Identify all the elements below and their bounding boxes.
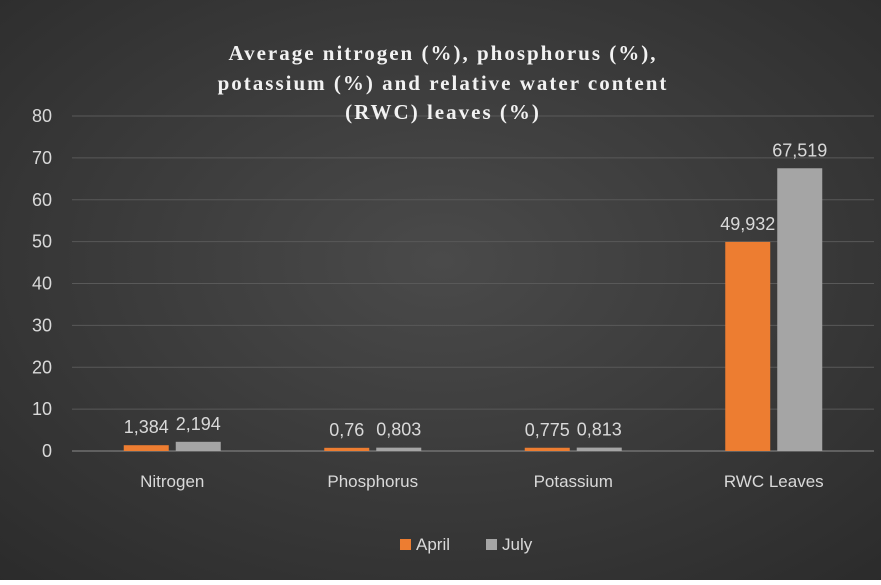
y-tick-label: 70 [32,148,52,168]
legend-swatch-july [486,539,497,550]
data-label: 0,813 [577,420,622,440]
legend-label-april: April [416,535,450,554]
y-axis: 0 10 20 30 40 50 60 70 80 [32,106,52,461]
y-tick-label: 80 [32,106,52,126]
y-tick-label: 40 [32,274,52,294]
data-label: 2,194 [176,414,221,434]
chart-title-line: (RWC) leaves (%) [345,100,541,124]
y-tick-label: 20 [32,357,52,377]
bar-july-nitrogen [175,441,221,451]
bar-july-phosphorus [376,447,422,451]
data-label: 49,932 [720,214,775,234]
data-label: 1,384 [124,417,169,437]
data-label: 67,519 [772,140,827,160]
data-labels: 1,384 2,194 0,76 0,803 0,775 0,813 49,932 67,51… [124,140,828,440]
legend-swatch-april [400,539,411,550]
data-label: 0,803 [376,420,421,440]
bar-july-rwc-leaves [777,168,823,451]
x-category-label: Nitrogen [140,472,204,491]
legend-label-july: July [502,535,533,554]
chart-title-line: Average nitrogen (%), phosphorus (%), [228,41,657,65]
bar-april-nitrogen [123,445,169,451]
y-tick-label: 50 [32,232,52,252]
x-category-label: RWC Leaves [724,472,824,491]
data-label: 0,775 [525,420,570,440]
bar-april-phosphorus [324,447,370,451]
chart-title: Average nitrogen (%), phosphorus (%), pot… [218,41,669,124]
x-category-label: Potassium [534,472,613,491]
x-category-label: Phosphorus [327,472,418,491]
legend: April July [400,535,533,554]
bar-april-rwc-leaves [725,241,771,451]
chart-title-line: potassium (%) and relative water content [218,71,669,95]
data-label: 0,76 [329,420,364,440]
y-tick-label: 10 [32,399,52,419]
x-axis: Nitrogen Phosphorus Potassium RWC Leaves [140,472,824,491]
bars [123,168,823,451]
bar-april-potassium [524,447,570,451]
y-tick-label: 60 [32,190,52,210]
y-tick-label: 0 [42,441,52,461]
bar-july-potassium [576,447,622,451]
y-tick-label: 30 [32,315,52,335]
